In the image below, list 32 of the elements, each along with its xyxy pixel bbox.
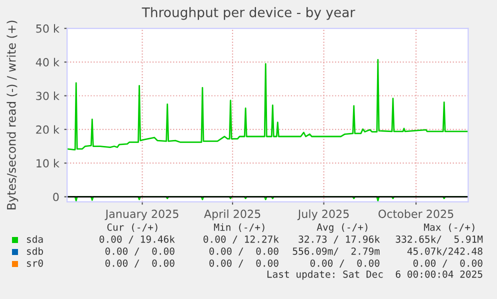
- y-tick-label: 30 k: [36, 92, 60, 100]
- text: 0.00 / 0.00: [310, 259, 380, 268]
- legend-label: sdb: [27, 247, 43, 255]
- x-tick-label: January 2025: [104, 210, 178, 220]
- text: Max (-/+): [424, 223, 474, 232]
- y-axis-title: Bytes/second read (-) / write (+): [6, 20, 18, 210]
- x-tick-label: October 2025: [378, 209, 454, 218]
- y-tick-label: 0: [53, 192, 59, 202]
- y-tick-label: 10 k: [36, 158, 60, 168]
- y-tick-label: 50 k: [36, 24, 60, 33]
- y-tick-label: 40 k: [36, 58, 60, 66]
- text: Last update: Sat Dec 6 00:00:04 2025: [267, 270, 482, 280]
- y-tick-label: 20 k: [36, 125, 60, 134]
- text: 0.00 / 12.27k: [204, 235, 279, 244]
- text: 556.09m/ 2.79m: [292, 247, 380, 256]
- text: Cur (-/+): [107, 223, 158, 232]
- text: 0.00 / 19.46k: [100, 235, 175, 244]
- x-tick-label: July 2025: [297, 209, 349, 220]
- text: 0.00 / 0.00: [209, 259, 278, 268]
- text: 32.73 / 17.96k: [298, 235, 380, 244]
- text: 0.00 / 0.00: [105, 259, 174, 268]
- chart-title: Throughput per device - by year: [142, 7, 356, 20]
- legend-label: sda: [27, 235, 43, 243]
- text: Avg (-/+): [316, 223, 368, 233]
- legend-label: sr0: [27, 259, 43, 267]
- text: 0.00 / 0.00: [105, 247, 174, 256]
- text: 0.00 / 0.00: [413, 259, 482, 268]
- text: 0.00 / 0.00: [209, 247, 278, 256]
- x-tick-label: April 2025: [204, 209, 260, 220]
- text: 332.65k/ 5.91M: [396, 235, 483, 244]
- text: Min (-/+): [214, 223, 264, 232]
- text: 45.07k/242.48: [407, 247, 482, 256]
